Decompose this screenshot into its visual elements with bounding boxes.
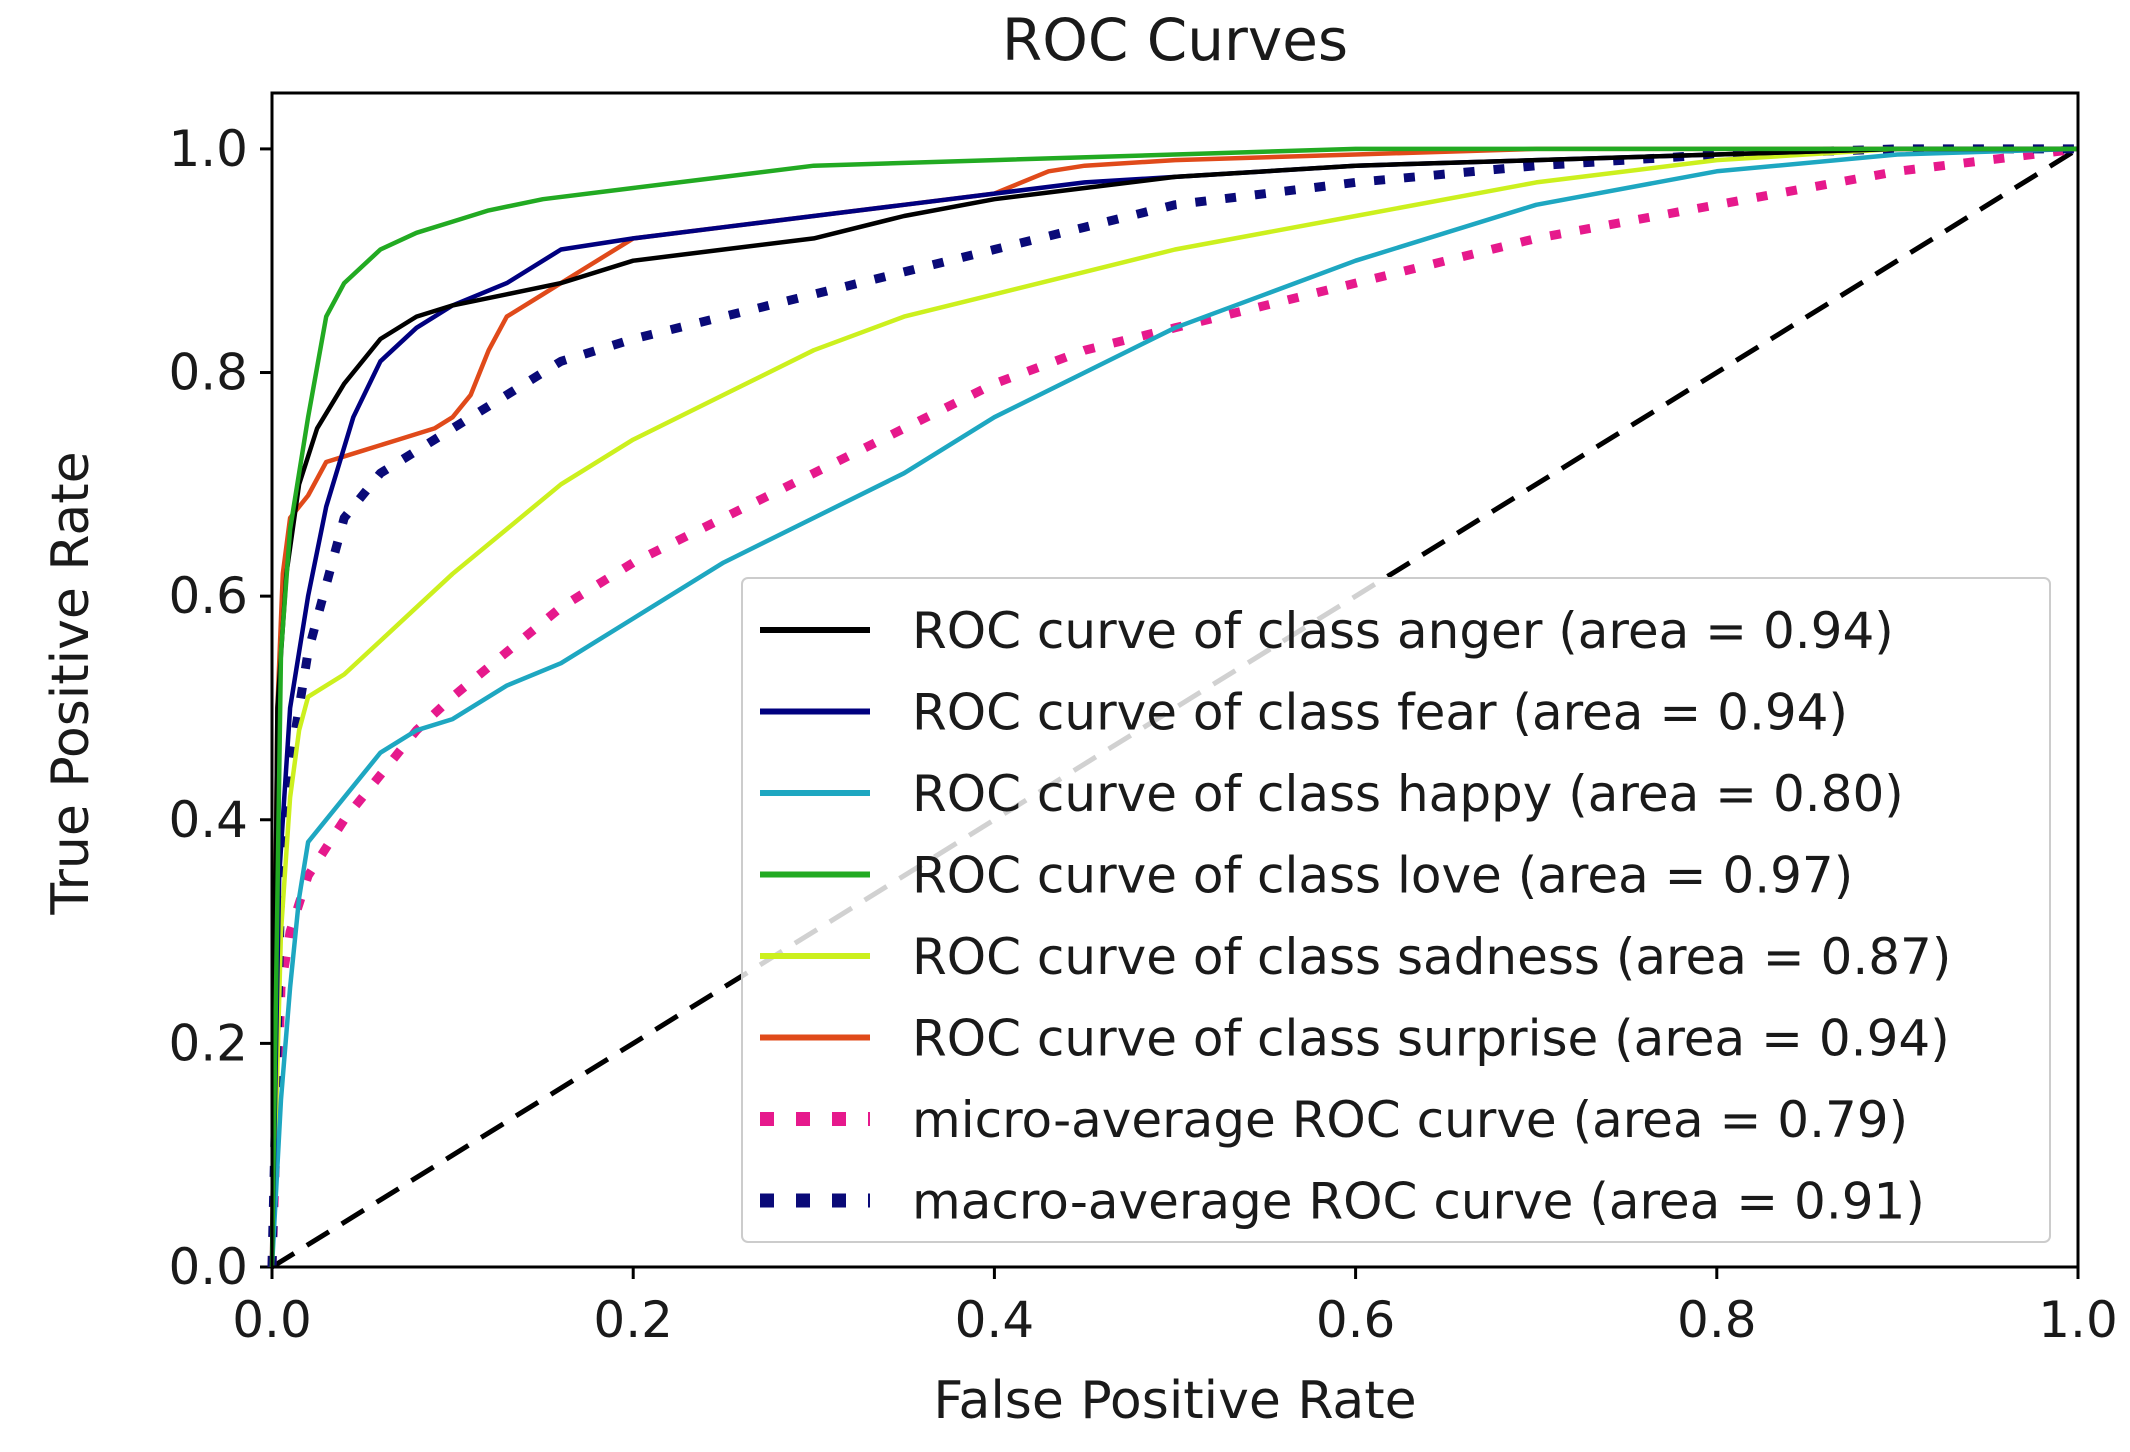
x-tick-label: 0.2 [593, 1291, 673, 1349]
legend: ROC curve of class anger (area = 0.94) RO… [741, 577, 2051, 1243]
legend-label: micro-average ROC curve (area = 0.79) [912, 1091, 1908, 1149]
plot-area [267, 144, 2080, 1270]
legend-label: ROC curve of class surprise (area = 0.94… [912, 1010, 1950, 1068]
roc-curves [267, 144, 2080, 1270]
y-tick-label: 0.2 [168, 1014, 248, 1072]
chart-title: ROC Curves [1002, 6, 1348, 74]
roc-series-line [269, 146, 2078, 1268]
legend-label: ROC curve of class anger (area = 0.94) [912, 602, 1894, 660]
roc-series-line [269, 146, 2078, 1268]
roc-series-line [269, 146, 2079, 1268]
y-tick-label: 0.6 [168, 567, 248, 625]
y-axis-label: True Positive Rate [41, 451, 101, 915]
x-axis-label: False Positive Rate [933, 1371, 1416, 1431]
roc-series-line [269, 146, 2078, 1268]
plot-frame [270, 91, 2080, 1269]
roc-series-line [267, 144, 2079, 1268]
roc-series-line [267, 144, 2078, 1268]
y-axis-ticks: 0.0 0.2 0.4 0.6 0.8 1.0 [168, 120, 272, 1296]
legend-items: ROC curve of class anger (area = 0.94) RO… [760, 602, 1951, 1231]
y-tick-label: 0.8 [168, 344, 248, 402]
x-tick-label: 0.0 [232, 1291, 312, 1349]
x-tick-label: 0.8 [1677, 1291, 1757, 1349]
legend-label: ROC curve of class fear (area = 0.94) [912, 684, 1848, 742]
x-axis-ticks: 0.0 0.2 0.4 0.6 0.8 1.0 [232, 1267, 2118, 1349]
chance-diagonal-line [270, 146, 2080, 1270]
legend-label: ROC curve of class sadness (area = 0.87) [912, 928, 1951, 986]
x-tick-label: 1.0 [2038, 1291, 2118, 1349]
y-tick-label: 0.0 [168, 1238, 248, 1296]
legend-box [741, 577, 2051, 1243]
y-tick-label: 1.0 [168, 120, 248, 178]
legend-label: macro-average ROC curve (area = 0.91) [912, 1173, 1925, 1231]
roc-series-line [269, 146, 2078, 1268]
x-tick-label: 0.4 [955, 1291, 1035, 1349]
legend-label: ROC curve of class love (area = 0.97) [912, 847, 1853, 905]
y-tick-label: 0.4 [168, 791, 248, 849]
legend-label: ROC curve of class happy (area = 0.80) [912, 765, 1904, 823]
x-tick-label: 0.6 [1316, 1291, 1396, 1349]
